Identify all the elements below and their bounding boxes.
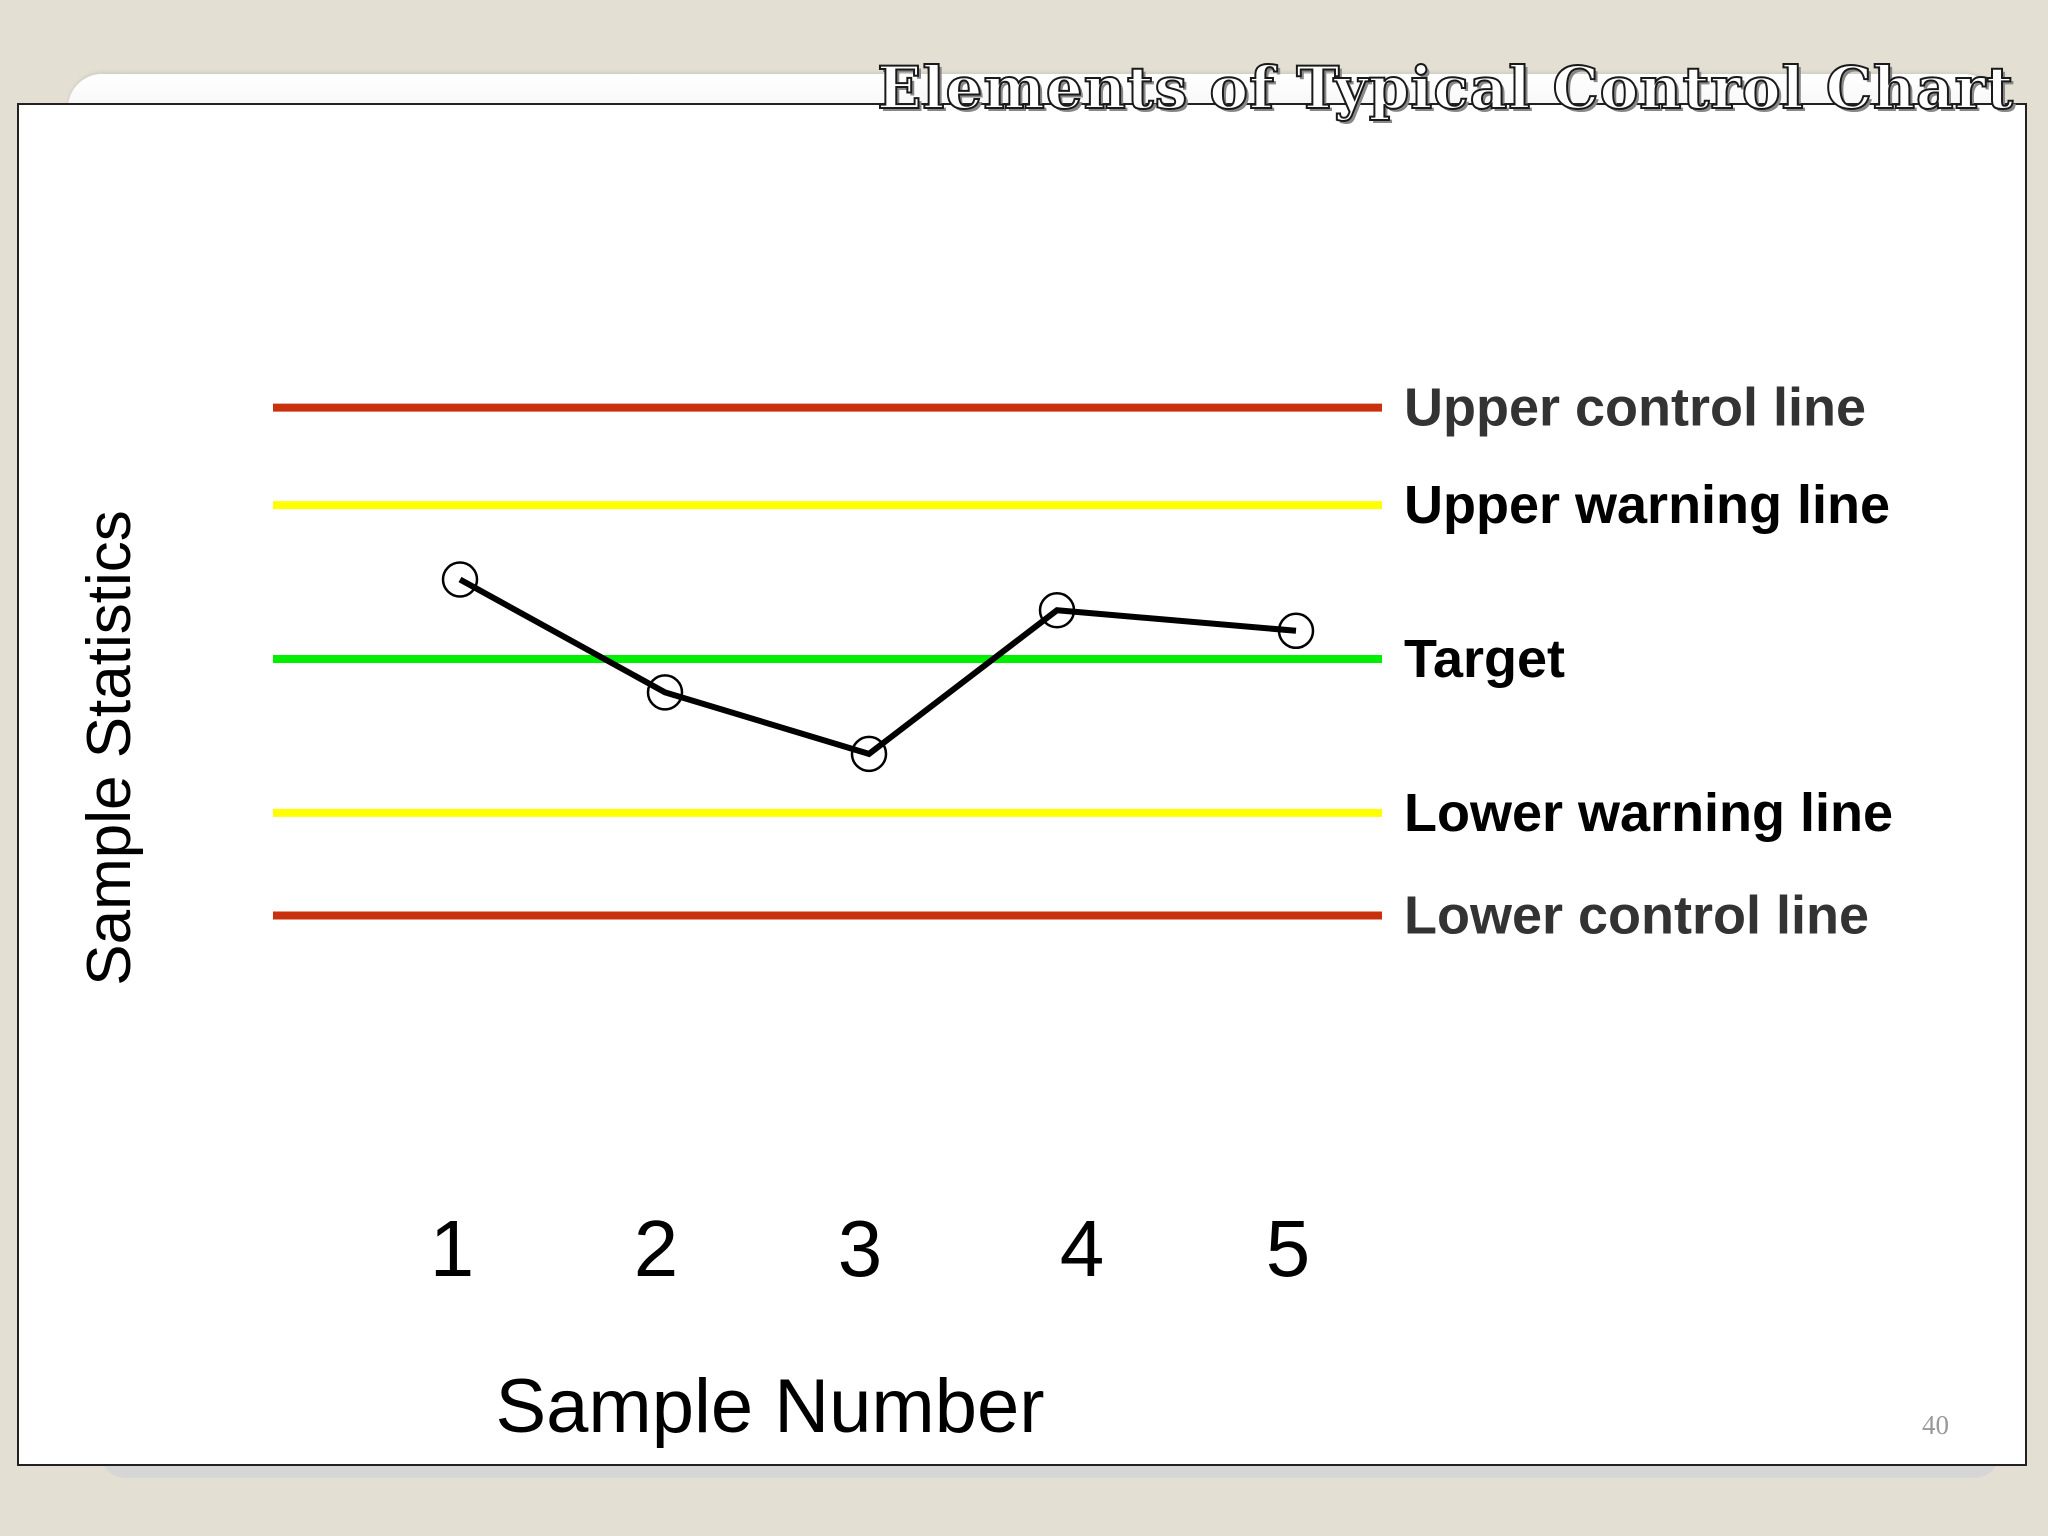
data-point-5 xyxy=(1277,612,1315,650)
data-point-1 xyxy=(441,561,479,598)
reference-label-upper-control-line: Upper control line xyxy=(1404,378,1866,438)
x-tick-labels: 1 2 3 4 5 xyxy=(430,1204,1311,1293)
y-axis-label: Sample Statistics xyxy=(75,510,144,986)
x-tick-label-2: 2 xyxy=(634,1204,679,1293)
series-line xyxy=(458,576,1297,758)
x-tick-label-3: 3 xyxy=(838,1204,883,1293)
data-point-4 xyxy=(1038,592,1076,629)
reference-line-labels: Upper control line Upper warning line Targ… xyxy=(1404,378,1893,946)
x-tick-label-1: 1 xyxy=(430,1204,475,1293)
x-tick-label-5: 5 xyxy=(1266,1204,1311,1293)
data-point-3 xyxy=(850,735,888,773)
x-axis-label: Sample Number xyxy=(495,1364,1044,1449)
slide-frame xyxy=(17,103,2027,1466)
data-point-2 xyxy=(646,674,684,711)
page-number: 40 xyxy=(1922,1410,1949,1440)
reference-label-upper-warning-line: Upper warning line xyxy=(1404,475,1890,535)
reference-label-lower-warning-line: Lower warning line xyxy=(1404,783,1893,843)
reference-label-target: Target xyxy=(1404,629,1565,689)
x-tick-label-4: 4 xyxy=(1060,1204,1105,1293)
data-series xyxy=(441,561,1315,773)
reference-lines xyxy=(273,403,1382,920)
reference-label-lower-control-line: Lower control line xyxy=(1404,886,1869,946)
slide-title: Elements of Typical Control Chart xyxy=(876,53,2014,123)
